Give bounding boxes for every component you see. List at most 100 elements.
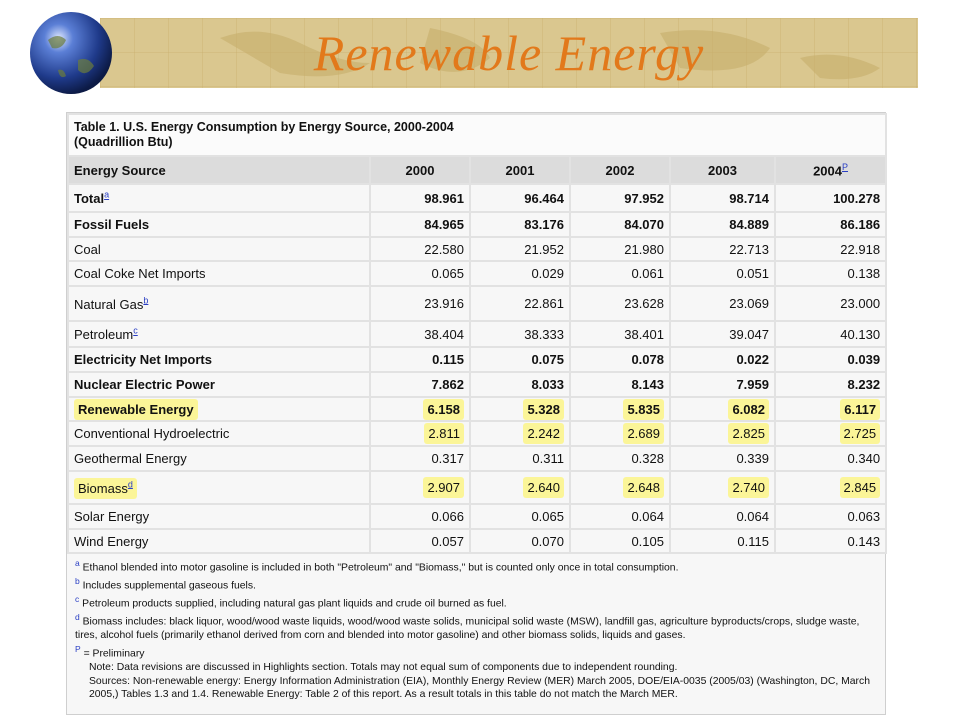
column-header: 2004P bbox=[773, 155, 888, 185]
table-caption: Table 1. U.S. Energy Consumption by Ener… bbox=[66, 113, 888, 157]
footnotes: a Ethanol blended into motor gasoline is… bbox=[67, 554, 885, 705]
value-cell: 0.078 bbox=[569, 346, 671, 373]
value: 98.714 bbox=[729, 190, 769, 206]
source-label: Solar Energy bbox=[74, 509, 149, 524]
value-cell: 2.640 bbox=[469, 470, 571, 505]
value: 97.952 bbox=[624, 190, 664, 206]
footnote-marker: P bbox=[75, 643, 81, 654]
value: 0.029 bbox=[531, 266, 564, 281]
source-cell: Natural Gasb bbox=[67, 285, 371, 322]
value: 0.039 bbox=[847, 352, 881, 367]
value-cell: 0.105 bbox=[569, 528, 671, 554]
value-cell: 2.725 bbox=[773, 420, 888, 447]
value: 21.952 bbox=[524, 241, 564, 257]
source-name: Conventional Hydroelectric bbox=[74, 426, 230, 441]
value-cell: 2.648 bbox=[569, 470, 671, 505]
value-cell: 22.713 bbox=[669, 236, 776, 262]
value-cell: 8.033 bbox=[469, 371, 571, 398]
footnote-link[interactable]: c bbox=[133, 325, 138, 336]
value-cell: 0.070 bbox=[469, 528, 571, 554]
value-cell: 84.889 bbox=[669, 211, 776, 238]
value-cell: 21.980 bbox=[569, 236, 671, 262]
value: 6.158 bbox=[423, 398, 464, 420]
caption-line: (Quadrillion Btu) bbox=[74, 135, 173, 149]
value: 5.835 bbox=[623, 398, 664, 420]
source-label: Wind Energy bbox=[74, 534, 148, 549]
value-cell: 97.952 bbox=[569, 183, 671, 213]
value: 39.047 bbox=[729, 326, 769, 342]
value: 86.186 bbox=[840, 217, 881, 232]
table-body: Table 1. U.S. Energy Consumption by Ener… bbox=[66, 113, 888, 554]
value: 0.022 bbox=[736, 352, 769, 367]
value: 0.064 bbox=[736, 509, 769, 524]
value: 2.811 bbox=[424, 423, 464, 444]
data-row: Petroleumc 38.404 38.333 38.401 39.047 40.130 bbox=[67, 320, 888, 348]
data-row: Geothermal Energy 0.317 0.311 0.328 0.339 0.3… bbox=[67, 445, 888, 472]
source-label: Natural Gasb bbox=[74, 295, 149, 311]
footnote-link[interactable]: b bbox=[143, 295, 149, 306]
note: Note: Data revisions are discussed in Hi… bbox=[89, 661, 678, 673]
value-cell: 22.580 bbox=[369, 236, 471, 262]
value-cell: 0.340 bbox=[773, 445, 888, 472]
source-cell: Electricity Net Imports bbox=[67, 346, 371, 373]
value-cell: 5.835 bbox=[569, 396, 671, 422]
value: 0.065 bbox=[531, 509, 564, 524]
globe-icon bbox=[30, 12, 112, 94]
value: 0.138 bbox=[847, 266, 881, 281]
value-cell: 40.130 bbox=[773, 320, 888, 348]
value-cell: 98.714 bbox=[669, 183, 776, 213]
value-cell: 22.861 bbox=[469, 285, 571, 322]
source-cell: Conventional Hydroelectric bbox=[67, 420, 371, 447]
value: 84.965 bbox=[424, 217, 464, 232]
source-label: Coal Coke Net Imports bbox=[74, 266, 206, 281]
value-cell: 0.029 bbox=[469, 260, 571, 287]
value-cell: 2.811 bbox=[369, 420, 471, 447]
footnote-link[interactable]: P bbox=[841, 161, 848, 172]
value-cell: 2.740 bbox=[669, 470, 776, 505]
value-cell: 0.339 bbox=[669, 445, 776, 472]
source-label: Electricity Net Imports bbox=[74, 352, 212, 367]
value: 0.065 bbox=[431, 266, 464, 281]
column-header: Energy Source bbox=[67, 155, 371, 185]
value: 100.278 bbox=[833, 190, 881, 206]
value: 84.070 bbox=[624, 217, 664, 232]
footnote: P = Preliminary bbox=[75, 643, 877, 661]
value-cell: 5.328 bbox=[469, 396, 571, 422]
source-name: Petroleum bbox=[74, 327, 134, 343]
footnote-link[interactable]: a bbox=[104, 189, 110, 200]
column-header: 2003 bbox=[669, 155, 776, 185]
value-cell: 0.138 bbox=[773, 260, 888, 287]
footnote-text: Includes supplemental gaseous fuels. bbox=[82, 580, 256, 592]
footnote-text: Petroleum products supplied, including n… bbox=[82, 598, 507, 610]
source-label: Totala bbox=[74, 189, 110, 207]
value-cell: 7.862 bbox=[369, 371, 471, 398]
value-cell: 0.311 bbox=[469, 445, 571, 472]
source-name: Coal bbox=[74, 241, 101, 257]
column-header-text: 2004 bbox=[813, 163, 842, 179]
footnote: b Includes supplemental gaseous fuels. bbox=[75, 575, 877, 593]
value: 6.117 bbox=[840, 398, 881, 420]
data-row: Solar Energy 0.066 0.065 0.064 0.064 0.063 bbox=[67, 503, 888, 530]
value: 0.115 bbox=[737, 533, 769, 549]
source-name: Total bbox=[74, 191, 105, 207]
value-cell: 22.918 bbox=[773, 236, 888, 262]
value: 2.845 bbox=[839, 477, 881, 498]
value: 2.648 bbox=[623, 477, 664, 498]
value-cell: 2.907 bbox=[369, 470, 471, 505]
value-cell: 39.047 bbox=[669, 320, 776, 348]
value: 2.907 bbox=[423, 477, 464, 498]
value: 96.464 bbox=[524, 190, 564, 206]
data-row: Wind Energy 0.057 0.070 0.105 0.115 0.143 bbox=[67, 528, 888, 554]
value: 40.130 bbox=[840, 326, 881, 342]
footnote-marker: b bbox=[75, 576, 80, 587]
column-header: 2000 bbox=[369, 155, 471, 185]
value: 23.000 bbox=[840, 296, 881, 311]
data-row: Natural Gasb 23.916 22.861 23.628 23.069 23.0… bbox=[67, 285, 888, 322]
energy-table: Table 1. U.S. Energy Consumption by Ener… bbox=[66, 113, 888, 554]
value: 22.918 bbox=[840, 241, 881, 257]
footnote-link[interactable]: d bbox=[127, 479, 133, 490]
value: 0.143 bbox=[847, 533, 881, 549]
source-label: Conventional Hydroelectric bbox=[74, 426, 229, 441]
data-row: Coal 22.580 21.952 21.980 22.713 22.918 bbox=[67, 236, 888, 262]
value: 2.640 bbox=[523, 477, 564, 498]
